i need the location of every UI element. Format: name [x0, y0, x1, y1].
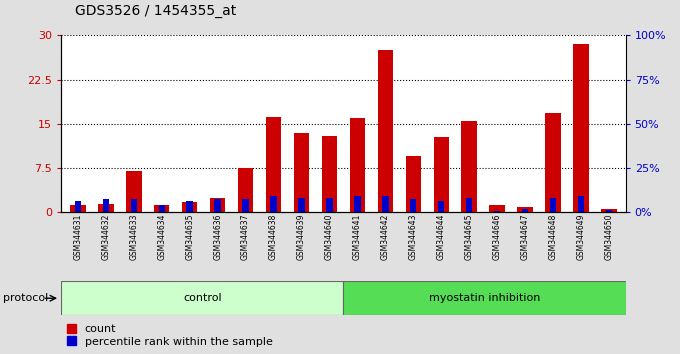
Bar — [438, 201, 445, 212]
Bar — [382, 196, 388, 212]
Bar — [434, 137, 449, 212]
Bar — [377, 50, 393, 212]
Bar — [606, 210, 612, 212]
Bar — [271, 196, 277, 212]
Bar — [343, 281, 626, 315]
Bar — [214, 199, 221, 212]
Bar — [410, 199, 416, 212]
Bar — [186, 201, 193, 212]
Bar — [517, 206, 532, 212]
Text: protocol: protocol — [3, 293, 49, 303]
Bar — [573, 44, 589, 212]
Bar — [494, 211, 500, 212]
Bar — [462, 121, 477, 212]
Bar — [326, 198, 333, 212]
Bar — [545, 113, 560, 212]
Bar — [210, 198, 225, 212]
Bar — [238, 168, 253, 212]
Bar — [103, 199, 109, 212]
Bar — [522, 210, 528, 212]
Bar — [61, 281, 343, 315]
Bar — [405, 156, 421, 212]
Bar — [299, 198, 305, 212]
Bar — [549, 198, 556, 212]
Bar — [322, 136, 337, 212]
Bar — [490, 205, 505, 212]
Bar — [242, 199, 249, 212]
Bar — [154, 205, 169, 212]
Bar — [578, 196, 584, 212]
Legend: count, percentile rank within the sample: count, percentile rank within the sample — [67, 324, 273, 347]
Bar — [131, 199, 137, 212]
Bar — [266, 117, 282, 212]
Text: myostatin inhibition: myostatin inhibition — [429, 293, 540, 303]
Bar — [70, 205, 86, 212]
Bar — [158, 205, 165, 212]
Text: control: control — [183, 293, 222, 303]
Bar — [350, 118, 365, 212]
Bar — [354, 196, 360, 212]
Bar — [126, 171, 141, 212]
Bar — [182, 202, 197, 212]
Bar — [98, 204, 114, 212]
Bar — [75, 201, 81, 212]
Bar — [601, 210, 617, 212]
Text: GDS3526 / 1454355_at: GDS3526 / 1454355_at — [75, 4, 236, 18]
Bar — [294, 133, 309, 212]
Bar — [466, 198, 473, 212]
